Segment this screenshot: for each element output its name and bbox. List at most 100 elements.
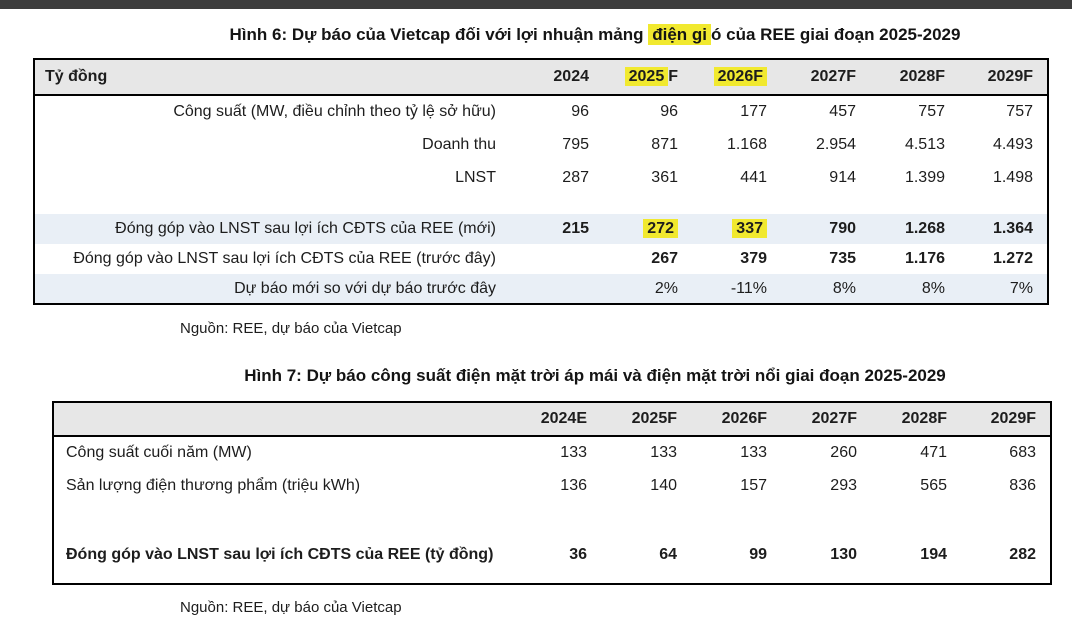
cell: 1.399 — [904, 168, 945, 186]
cell: 757 — [1006, 103, 1033, 120]
cell: 1.272 — [992, 250, 1033, 267]
wind-profit-forecast-table: Tỷ đồng 2024 2025 F 2026F 2027F 2028F 202… — [33, 58, 1049, 305]
cell: 96 — [660, 103, 678, 120]
cell: 8% — [832, 279, 856, 297]
column-header-2027f: 2027F — [781, 59, 870, 96]
highlight-337: 337 — [732, 219, 767, 238]
column-header-2028f: 2028F — [871, 402, 961, 437]
spacer-row — [53, 502, 1051, 526]
column-header-2028f: 2028F — [870, 59, 959, 96]
empty-header-cell — [53, 402, 511, 437]
row-label: Đóng góp vào LNST sau lợi ích CĐTS của R… — [66, 545, 494, 563]
cell: 260 — [830, 444, 857, 461]
cell: 914 — [829, 168, 856, 186]
cell: 1.364 — [992, 220, 1033, 237]
cell: 133 — [560, 444, 587, 461]
row-label: Đóng góp vào LNST sau lợi ích CĐTS của R… — [115, 220, 496, 237]
row-label: Công suất cuối năm (MW) — [66, 444, 252, 461]
table-row-contribution-new: Đóng góp vào LNST sau lợi ích CĐTS của R… — [34, 214, 1048, 244]
table-header-row: 2024E 2025F 2026F 2027F 2028F 2029F — [53, 402, 1051, 437]
cell: 1.168 — [726, 135, 767, 153]
cell — [514, 244, 603, 274]
cell: 96 — [571, 103, 589, 120]
cell: 133 — [650, 444, 677, 461]
figure7-source-note: Nguồn: REE, dự báo của Vietcap — [180, 599, 402, 616]
row-label: Công suất (MW, điều chỉnh theo tỷ lệ sở … — [173, 103, 496, 120]
column-header-2026f: 2026F — [692, 59, 781, 96]
cell: 565 — [920, 476, 947, 494]
highlight-2026f: 2026F — [713, 67, 767, 86]
row-label: Sản lượng điện thương phẩm (triệu kWh) — [66, 476, 361, 494]
cell: 337 — [692, 214, 781, 244]
cell: 361 — [651, 168, 678, 186]
table-header-row: Tỷ đồng 2024 2025 F 2026F 2027F 2028F 202… — [34, 59, 1048, 96]
cell: 471 — [920, 444, 947, 461]
cell: 140 — [650, 476, 677, 494]
row-label: Đóng góp vào LNST sau lợi ích CĐTS của R… — [73, 250, 496, 267]
cell: 4.513 — [904, 135, 945, 153]
column-header-2024: 2024 — [514, 59, 603, 96]
figure6-title: Hình 6: Dự báo của Vietcap đối với lợi n… — [0, 24, 1072, 45]
row-label: Dự báo mới so với dự báo trước đây — [234, 279, 496, 297]
figure6-source-note: Nguồn: REE, dự báo của Vietcap — [180, 320, 402, 337]
cell: 215 — [562, 220, 589, 237]
cell: 871 — [651, 135, 678, 153]
solar-capacity-forecast-table: 2024E 2025F 2026F 2027F 2028F 2029F Công… — [52, 401, 1052, 585]
column-header-2024e: 2024E — [511, 402, 601, 437]
column-header-2025f: 2025F — [601, 402, 691, 437]
table-row-forecast-delta: Dự báo mới so với dự báo trước đây 2% -1… — [34, 274, 1048, 304]
cell: 99 — [749, 545, 767, 563]
column-header-2029f: 2029F — [961, 402, 1051, 437]
cell: 36 — [569, 545, 587, 563]
cell: 130 — [830, 545, 857, 563]
cell: 836 — [1009, 476, 1036, 494]
unit-header-cell: Tỷ đồng — [34, 59, 514, 96]
cell: 64 — [659, 545, 677, 563]
table-row-lnst: LNST 287 361 441 914 1.399 1.498 — [34, 161, 1048, 194]
table-row-contribution: Đóng góp vào LNST sau lợi ích CĐTS của R… — [53, 526, 1051, 584]
cell: 1.498 — [992, 168, 1033, 186]
table-row-capacity: Công suất (MW, điều chỉnh theo tỷ lệ sở … — [34, 95, 1048, 128]
table-row-contribution-previous: Đóng góp vào LNST sau lợi ích CĐTS của R… — [34, 244, 1048, 274]
cell: 4.493 — [992, 135, 1033, 153]
cell: 157 — [740, 476, 767, 494]
cell: 133 — [740, 444, 767, 461]
cell: 267 — [651, 250, 678, 267]
cell: 2.954 — [815, 135, 856, 153]
cell: 795 — [562, 135, 589, 153]
cell: 287 — [562, 168, 589, 186]
table-row-commercial-output: Sản lượng điện thương phẩm (triệu kWh) 1… — [53, 469, 1051, 502]
cell: 790 — [829, 220, 856, 237]
cell: 293 — [830, 476, 857, 494]
cell: 136 — [560, 476, 587, 494]
figure6-title-post: ó của REE giai đoạn 2025-2029 — [711, 25, 961, 44]
spacer-row — [34, 194, 1048, 214]
cell: 757 — [918, 103, 945, 120]
cell: 683 — [1009, 444, 1036, 461]
cell: 457 — [829, 103, 856, 120]
row-label: Doanh thu — [422, 135, 496, 153]
highlight-2025: 2025 — [624, 67, 669, 86]
row-label: LNST — [455, 168, 496, 186]
column-header-2029f: 2029F — [959, 59, 1048, 96]
figure6-title-pre: Hình 6: Dự báo của Vietcap đối với lợi n… — [229, 25, 649, 44]
cell: 177 — [740, 103, 767, 120]
cell: -11% — [730, 279, 767, 297]
cell: 272 — [603, 214, 692, 244]
cell: 2% — [654, 279, 678, 297]
cell: 735 — [829, 250, 856, 267]
cell: 7% — [1009, 279, 1033, 297]
cell: 282 — [1009, 545, 1036, 563]
column-header-2027f: 2027F — [781, 402, 871, 437]
table-row-revenue: Doanh thu 795 871 1.168 2.954 4.513 4.49… — [34, 128, 1048, 161]
cell: 379 — [740, 250, 767, 267]
cell: 8% — [921, 279, 945, 297]
highlight-272: 272 — [643, 219, 678, 238]
cell: 194 — [920, 545, 947, 563]
column-header-2026f: 2026F — [691, 402, 781, 437]
figure6-title-highlight: điện gi — [648, 24, 712, 45]
cell: 1.176 — [904, 250, 945, 267]
cell — [514, 274, 603, 304]
figure7-title: Hình 7: Dự báo công suất điện mặt trời á… — [244, 366, 946, 385]
